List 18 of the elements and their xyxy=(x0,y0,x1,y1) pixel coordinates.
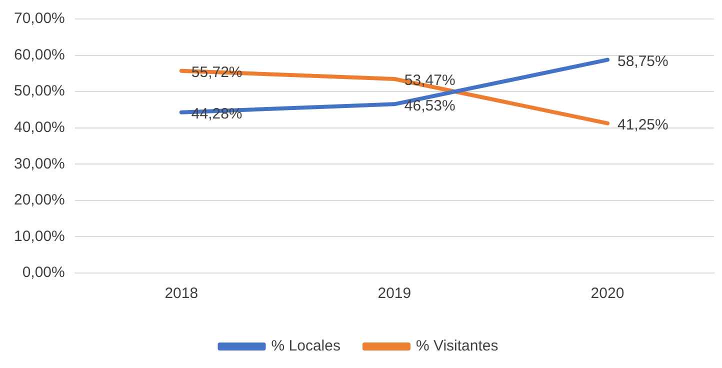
y-tick-label: 10,00% xyxy=(14,228,65,245)
data-label: 58,75% xyxy=(617,52,668,70)
y-tick-label: 30,00% xyxy=(14,155,65,172)
legend-label: % Locales xyxy=(271,338,340,355)
data-label: 41,25% xyxy=(617,116,668,134)
data-label: 46,53% xyxy=(404,97,456,114)
y-tick-label: 0,00% xyxy=(22,264,65,282)
x-tick-label: 2020 xyxy=(590,285,624,302)
x-tick-label: 2019 xyxy=(378,285,412,302)
legend-label: % Visitantes xyxy=(416,338,498,355)
data-label: 55,72% xyxy=(191,64,242,81)
y-tick-label: 70,00% xyxy=(14,10,65,28)
y-tick-label: 60,00% xyxy=(14,46,65,64)
data-label: 53,47% xyxy=(404,72,456,90)
y-tick-label: 40,00% xyxy=(14,119,65,136)
y-tick-label: 20,00% xyxy=(14,192,65,209)
x-tick-label: 2018 xyxy=(164,285,198,302)
y-tick-label: 50,00% xyxy=(14,82,65,100)
